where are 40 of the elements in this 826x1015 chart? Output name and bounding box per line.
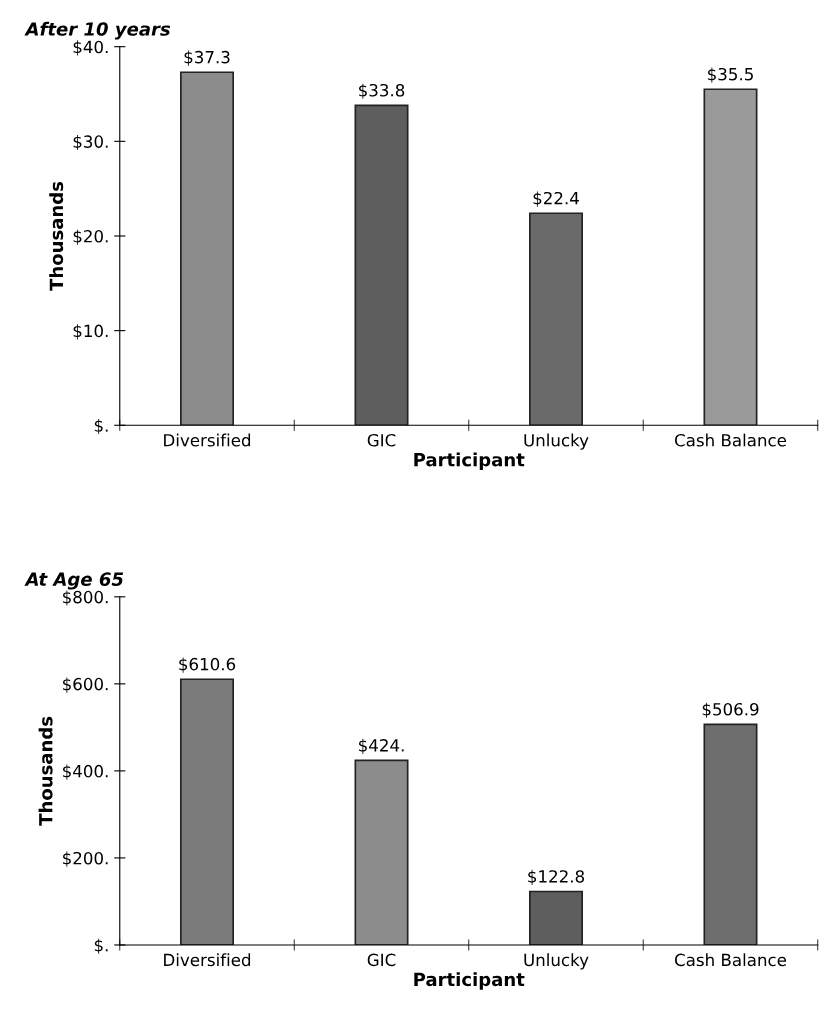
x-axis-title: Participant [414, 452, 525, 470]
chart-title: After 10 years [24, 21, 171, 40]
y-tick-label: $40. [73, 40, 108, 56]
y-tick-label: $30. [73, 135, 108, 151]
x-tick-label: Unlucky [524, 953, 589, 970]
x-tick-label: Cash Balance [675, 433, 787, 447]
data-label: $37.3 [184, 50, 230, 66]
y-axis-title: Thousands [38, 716, 53, 826]
data-label: $424. [359, 738, 404, 754]
y-tick-label: $10. [73, 324, 108, 340]
data-label: $22.4 [533, 191, 579, 207]
bar [354, 759, 409, 945]
bar [528, 890, 584, 945]
x-tick-label: Unlucky [524, 433, 589, 450]
bar [703, 723, 758, 945]
data-label: $506.9 [702, 702, 759, 718]
x-tick-label: GIC [367, 433, 396, 447]
chart-title: At Age 65 [24, 572, 124, 590]
data-label: $122.8 [528, 869, 585, 885]
bar [528, 212, 584, 426]
x-tick-label: Cash Balance [675, 953, 787, 967]
x-tick-label: Diversified [164, 953, 251, 967]
x-axis-title: Participant [414, 972, 525, 990]
y-tick-label: $. [94, 938, 108, 954]
y-tick-label: $400. [63, 764, 108, 780]
data-label: $33.8 [359, 83, 405, 99]
bar [180, 678, 235, 945]
x-tick-label: GIC [367, 953, 396, 967]
y-axis-title: Thousands [49, 181, 64, 291]
bar [703, 88, 758, 426]
data-label: $35.5 [708, 67, 753, 83]
y-tick-label: $. [94, 418, 108, 435]
x-tick-label: Diversified [164, 433, 251, 447]
y-tick-label: $20. [73, 229, 108, 245]
bar [354, 104, 409, 426]
y-tick-label: $600. [63, 677, 108, 693]
bar [180, 71, 235, 426]
y-tick-label: $200. [63, 851, 108, 867]
y-tick-label: $800. [63, 590, 108, 606]
data-label: $610.6 [179, 657, 236, 673]
